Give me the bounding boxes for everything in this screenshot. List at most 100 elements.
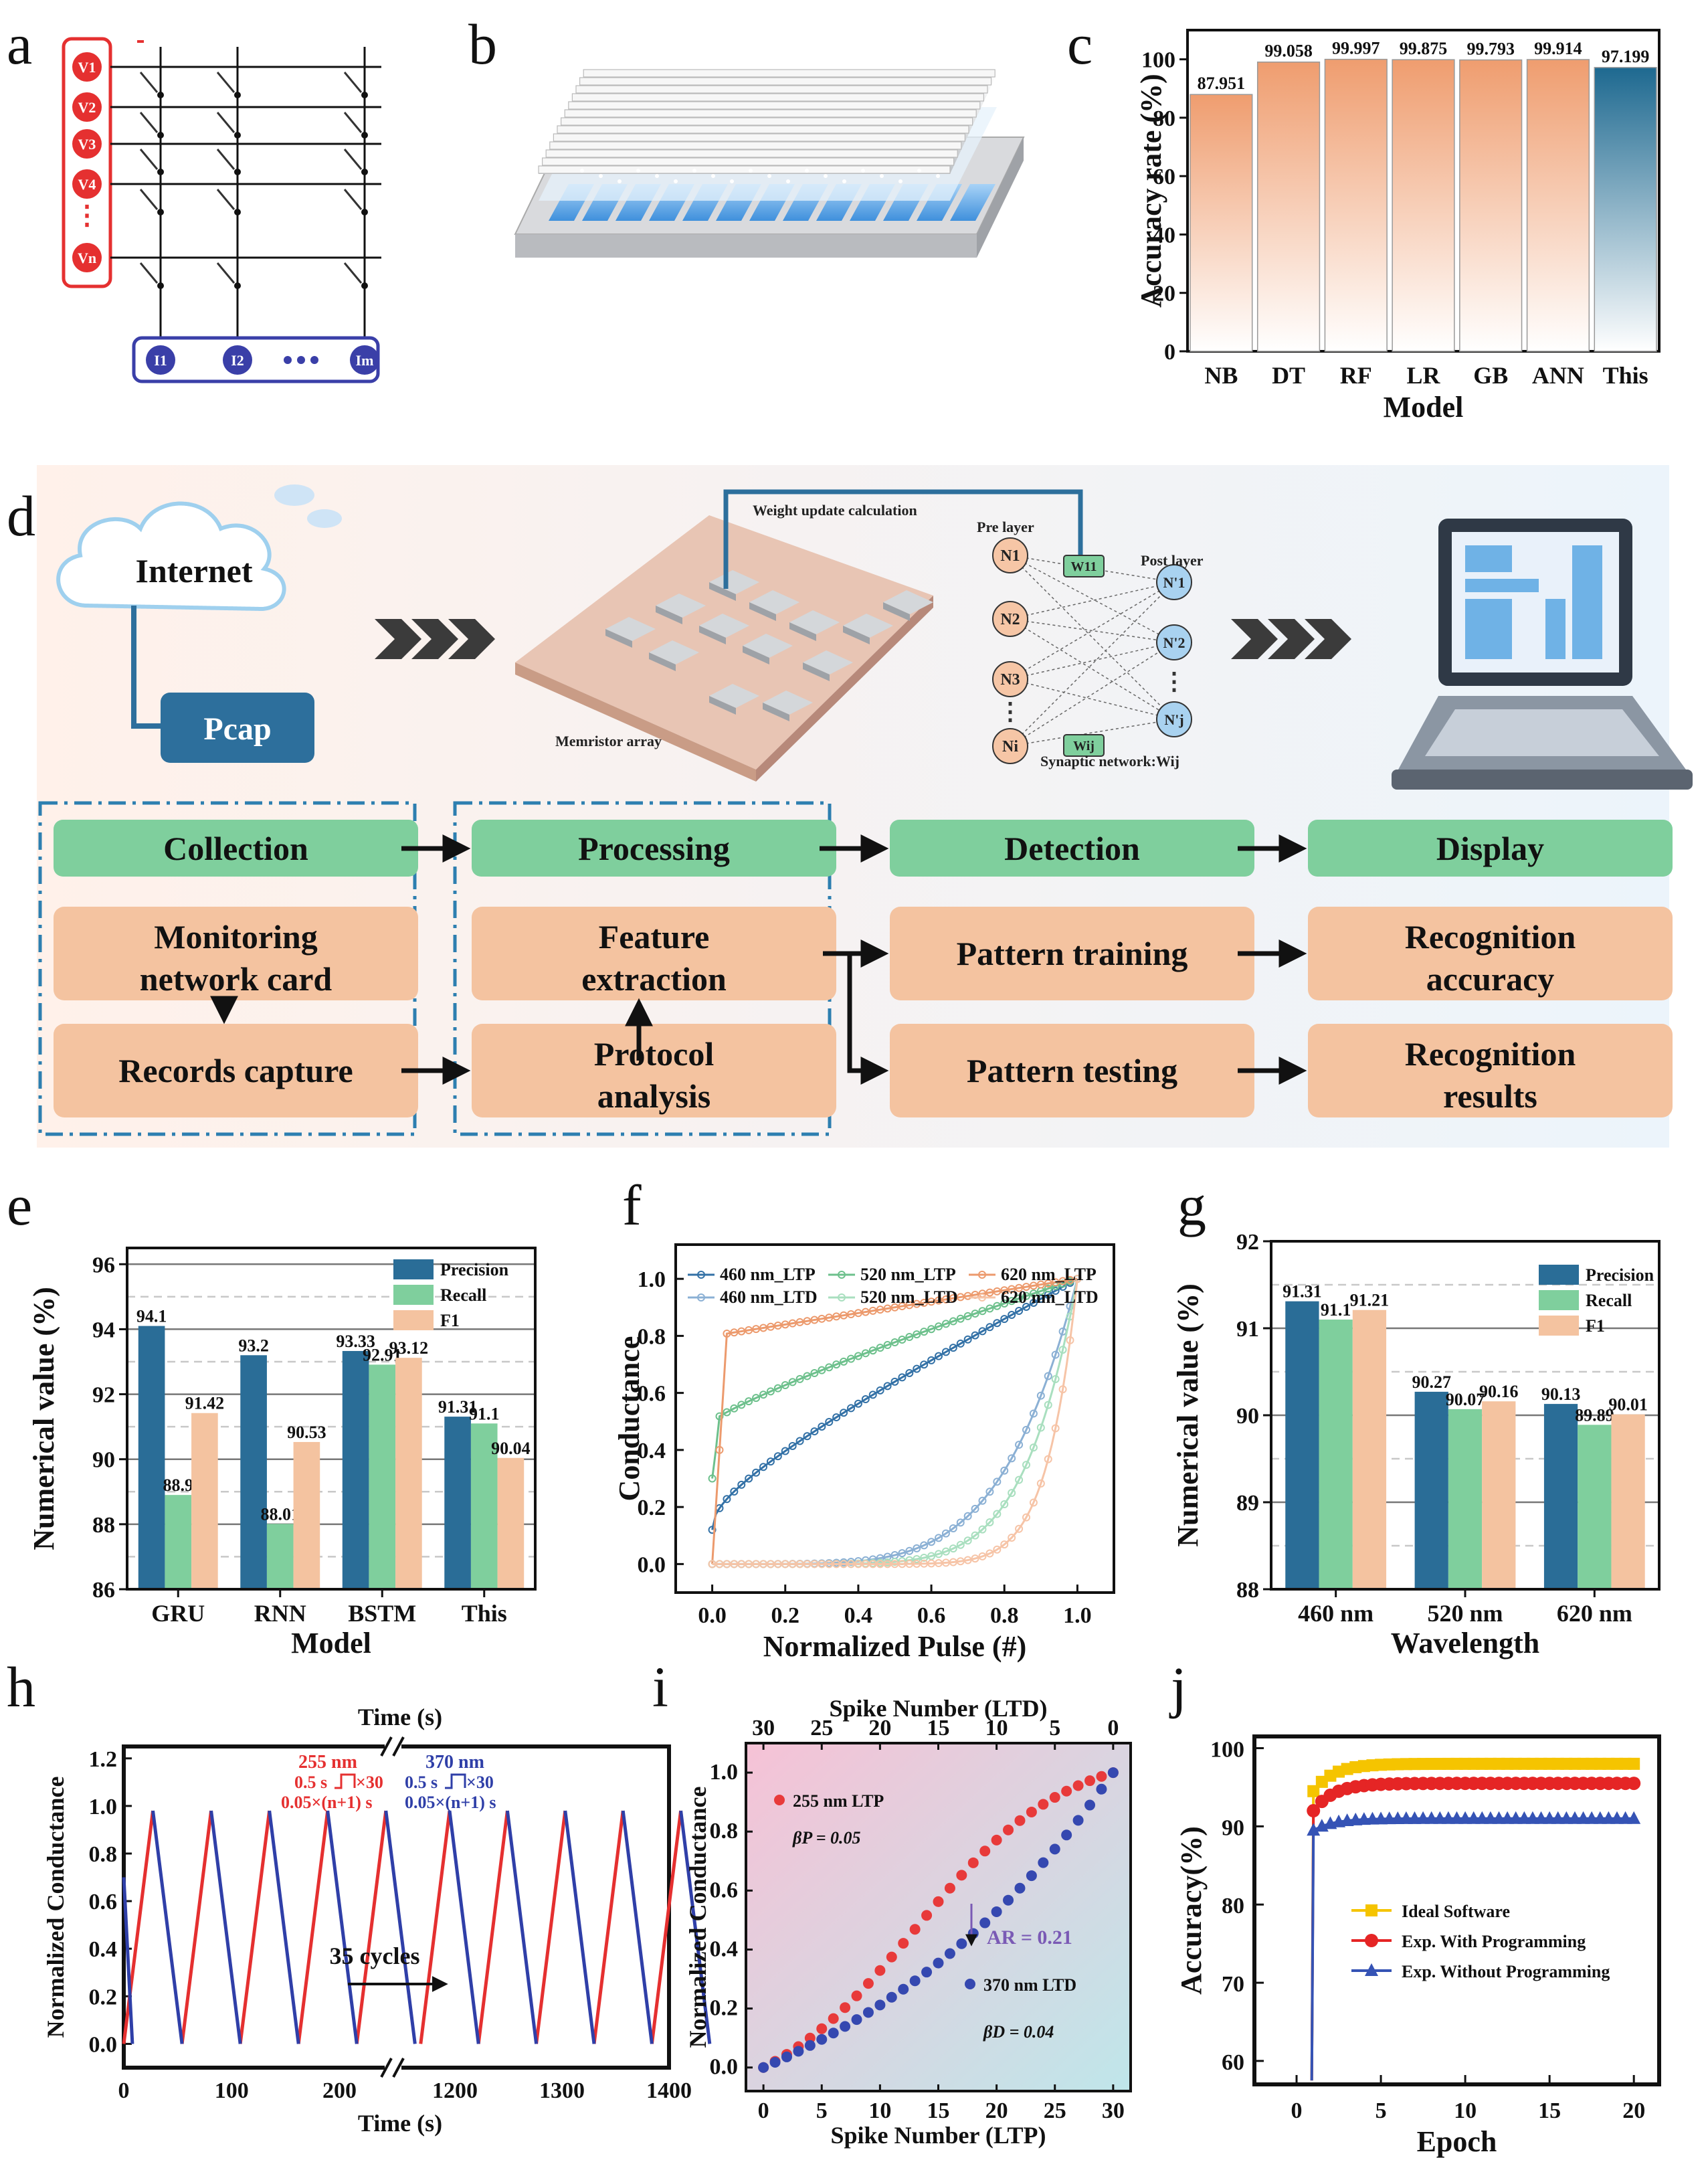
bar [1392,59,1455,352]
data-point [920,1541,929,1550]
ltd-point [979,1917,991,1928]
weight-wij-box [1063,734,1105,757]
flow-step-label: analysis [597,1077,711,1115]
data-point [978,1327,987,1336]
bar-value-label: 91.1 [1321,1300,1351,1320]
panel-label-h: h [7,1655,35,1719]
bar [444,1417,471,1589]
y-tick-label: 0.4 [710,1937,739,1961]
data-point [963,1291,972,1300]
plot-frame [1252,1734,1661,2086]
ltp-point [979,1846,991,1857]
data-point [978,1496,987,1505]
post-neuron-label: N'2 [1163,634,1185,651]
flow-step-box [472,1024,836,1117]
flow-header-box [472,820,836,877]
data-point [949,1317,957,1326]
memristor-pad [709,684,759,708]
ion-dot [898,179,903,183]
memristor-pad [649,640,699,664]
series-line [712,1278,1078,1565]
memristor-array-label: Memristor array [555,733,662,749]
data-point [913,1544,921,1552]
data-point [985,1488,994,1496]
data-point [795,1374,804,1383]
pre-neuron-label: N1 [1000,547,1020,565]
ion-dot [824,174,828,178]
data-point [1022,1302,1030,1311]
top-electrode-rib [549,141,962,150]
top-x-tick-label: 30 [752,1716,775,1740]
series-line [711,1277,1078,1479]
bar-value-label: 90.16 [1479,1382,1519,1401]
panel-label-j: j [1169,1655,1187,1719]
y-tick-label: 90 [92,1448,115,1473]
chart-j: 0 5 10 15 20 60 70 80 90 100 Ideal Software Exp. Wi… [1175,1734,1661,2158]
data-point [1492,1811,1506,1824]
bar [1543,1404,1578,1589]
data-point [993,1510,1002,1518]
legend-label: 255 nm LTP [793,1791,884,1811]
memristor-pad [605,617,656,641]
data-point [1044,1279,1052,1287]
y-tick-label: 0.0 [710,2055,739,2080]
data-point [730,1328,739,1337]
legend-marker [774,1795,785,1805]
data-point [971,1331,979,1340]
axis-break-mark [380,2058,393,2078]
data-point [781,1447,789,1455]
chevron-arrows-2 [1231,619,1351,659]
data-point [1627,1777,1641,1791]
y-tick-label: 0.2 [638,1496,666,1520]
data-point [993,1301,1002,1310]
data-point [927,1552,936,1560]
flow-step-box [54,907,418,1000]
x-tick-label: ANN [1532,362,1584,389]
bar-value-label: 91.31 [438,1397,478,1417]
ltd-point [862,2007,874,2018]
y-tick-label: 0.2 [710,1996,739,2021]
top-x-tick-label: 25 [810,1716,833,1740]
legend-marker [697,1293,705,1301]
top-electrode-rib [575,85,988,94]
y-tick-label: 0.6 [89,1890,118,1914]
top-x-axis-title: Time (s) [358,1704,442,1730]
series-line [1310,1762,1634,2081]
top-electrode-rib [564,109,977,118]
y-tick-label: 80 [1222,1894,1244,1918]
data-point [840,1311,848,1320]
data-point [1036,1280,1045,1289]
data-point [1610,1811,1624,1824]
y-tick-label: 60 [1153,165,1175,189]
legend-marker [978,1271,986,1279]
ltd-point [1014,1882,1026,1894]
output-ellipsis-dot [310,356,318,364]
data-point [956,1339,965,1348]
data-point [941,1547,950,1556]
memristor-pad-side [709,696,736,715]
data-point [1036,1294,1045,1303]
y-tick-label: 94 [92,1318,115,1342]
bar-value-label: 99.793 [1466,39,1515,59]
data-point [985,1549,994,1558]
data-point [795,1318,804,1326]
data-point [1424,1811,1438,1824]
legend-marker [838,1293,846,1301]
x-tick-label: 1.0 [1063,1603,1092,1628]
data-point [905,1333,914,1342]
pre-neuron [992,601,1028,637]
bar-value-label: 93.12 [389,1338,429,1358]
ion-dot [674,179,678,183]
ltp-point [1014,1815,1026,1826]
ltp-point [991,1834,1002,1846]
ltp-trace [419,1810,683,2044]
memristor-pad-side [743,646,769,664]
ltp-point [933,1896,944,1907]
x-axis-title: Epoch [1417,2125,1497,2158]
data-point [1044,1455,1052,1463]
data-point [868,1390,877,1399]
flow-step-label: Recognition [1405,1035,1576,1073]
top-electrode-rib [545,149,958,158]
bar [369,1364,396,1589]
